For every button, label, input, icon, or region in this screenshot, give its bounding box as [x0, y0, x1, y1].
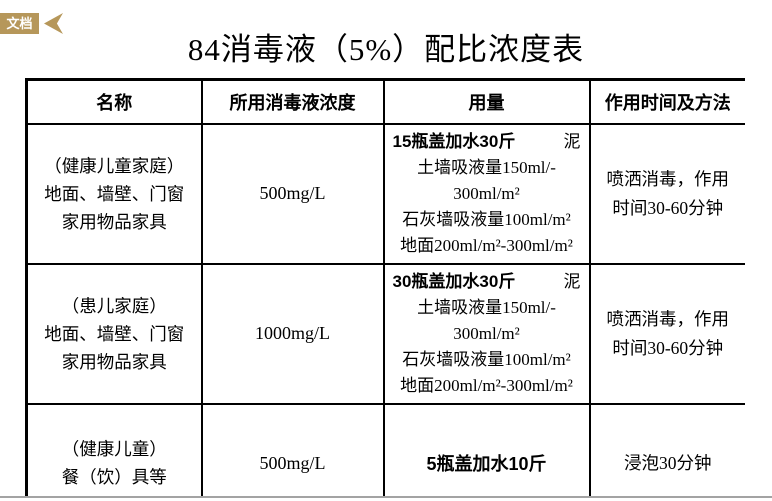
name-line: 家用物品家具: [61, 211, 167, 232]
page-bottom-divider: [0, 496, 772, 498]
method-line: 时间30-60分钟: [612, 337, 724, 358]
name-line: 地面、墙壁、门窗: [44, 323, 185, 344]
method-line: 喷洒消毒，作用: [606, 168, 730, 189]
dosage-line: 地面200ml/m²-300ml/m²: [400, 235, 573, 255]
name-line: 餐（饮）具等: [61, 467, 167, 488]
col-header-method: 作用时间及方法: [588, 78, 745, 125]
name-cell: （健康儿童） 餐（饮）具等: [25, 402, 203, 497]
dosage-bold-text: 5瓶盖加水10斤: [426, 454, 547, 475]
table: 名称 所用消毒液浓度 用量 作用时间及方法 （健康儿童家庭） 地面、墙壁、门窗 …: [25, 78, 745, 497]
name-line: （健康儿童）: [61, 439, 167, 460]
col-header-dosage: 用量: [382, 78, 591, 125]
dosage-line: 土墙吸液量150ml/-: [417, 297, 556, 317]
col-header-concentration: 所用消毒液浓度: [200, 78, 385, 125]
table-row: （患儿家庭） 地面、墙壁、门窗 家用物品家具 1000mg/L 30瓶盖加水30…: [25, 262, 745, 405]
method-cell: 喷洒消毒，作用 时间30-60分钟: [588, 262, 745, 405]
method-line: 喷洒消毒，作用: [606, 308, 730, 329]
dosage-line: 石灰墙吸液量100ml/m²: [402, 349, 571, 369]
dosage-tail-text: 泥: [563, 131, 581, 151]
name-line: （患儿家庭）: [61, 295, 167, 316]
col-header-name: 名称: [25, 78, 203, 125]
concentration-cell: 500mg/L: [200, 122, 385, 265]
name-cell: （健康儿童家庭） 地面、墙壁、门窗 家用物品家具: [25, 122, 203, 265]
dosage-cell: 30瓶盖加水30斤 泥 土墙吸液量150ml/- 300ml/m² 石灰墙吸液量…: [382, 262, 591, 405]
page-title: 84消毒液（5%）配比浓度表: [187, 32, 585, 67]
method-cell: 浸泡30分钟: [588, 402, 745, 497]
dosage-line: 300ml/m²: [453, 183, 520, 203]
method-line: 时间30-60分钟: [612, 197, 724, 218]
dosage-cell: 15瓶盖加水30斤 泥 土墙吸液量150ml/- 300ml/m² 石灰墙吸液量…: [382, 122, 591, 265]
method-cell: 喷洒消毒，作用 时间30-60分钟: [588, 122, 745, 265]
dosage-first-line: 15瓶盖加水30斤 泥: [389, 129, 585, 155]
name-line: 家用物品家具: [61, 351, 167, 372]
dosage-tail-text: 泥: [563, 271, 581, 291]
concentration-cell: 1000mg/L: [200, 262, 385, 405]
dosage-first-line: 30瓶盖加水30斤 泥: [389, 269, 585, 295]
table-header-row: 名称 所用消毒液浓度 用量 作用时间及方法: [25, 78, 745, 125]
dosage-bold-text: 30瓶盖加水30斤: [392, 271, 516, 291]
table-row: （健康儿童家庭） 地面、墙壁、门窗 家用物品家具 500mg/L 15瓶盖加水3…: [25, 122, 745, 265]
concentration-table: 名称 所用消毒液浓度 用量 作用时间及方法 （健康儿童家庭） 地面、墙壁、门窗 …: [25, 78, 745, 497]
dosage-line: 地面200ml/m²-300ml/m²: [400, 375, 573, 395]
name-cell: （患儿家庭） 地面、墙壁、门窗 家用物品家具: [25, 262, 203, 405]
dosage-bold-text: 15瓶盖加水30斤: [392, 131, 516, 151]
dosage-line: 土墙吸液量150ml/-: [417, 157, 556, 177]
dosage-line: 300ml/m²: [453, 323, 520, 343]
doc-tag-badge[interactable]: 文档: [0, 13, 39, 34]
name-line: 地面、墙壁、门窗: [44, 183, 185, 204]
concentration-cell: 500mg/L: [200, 402, 385, 497]
table-row: （健康儿童） 餐（饮）具等 500mg/L 5瓶盖加水10斤 浸泡30分钟: [25, 402, 745, 497]
name-line: （健康儿童家庭）: [44, 155, 185, 176]
dosage-line: 石灰墙吸液量100ml/m²: [402, 209, 571, 229]
dosage-cell: 5瓶盖加水10斤: [382, 402, 591, 497]
